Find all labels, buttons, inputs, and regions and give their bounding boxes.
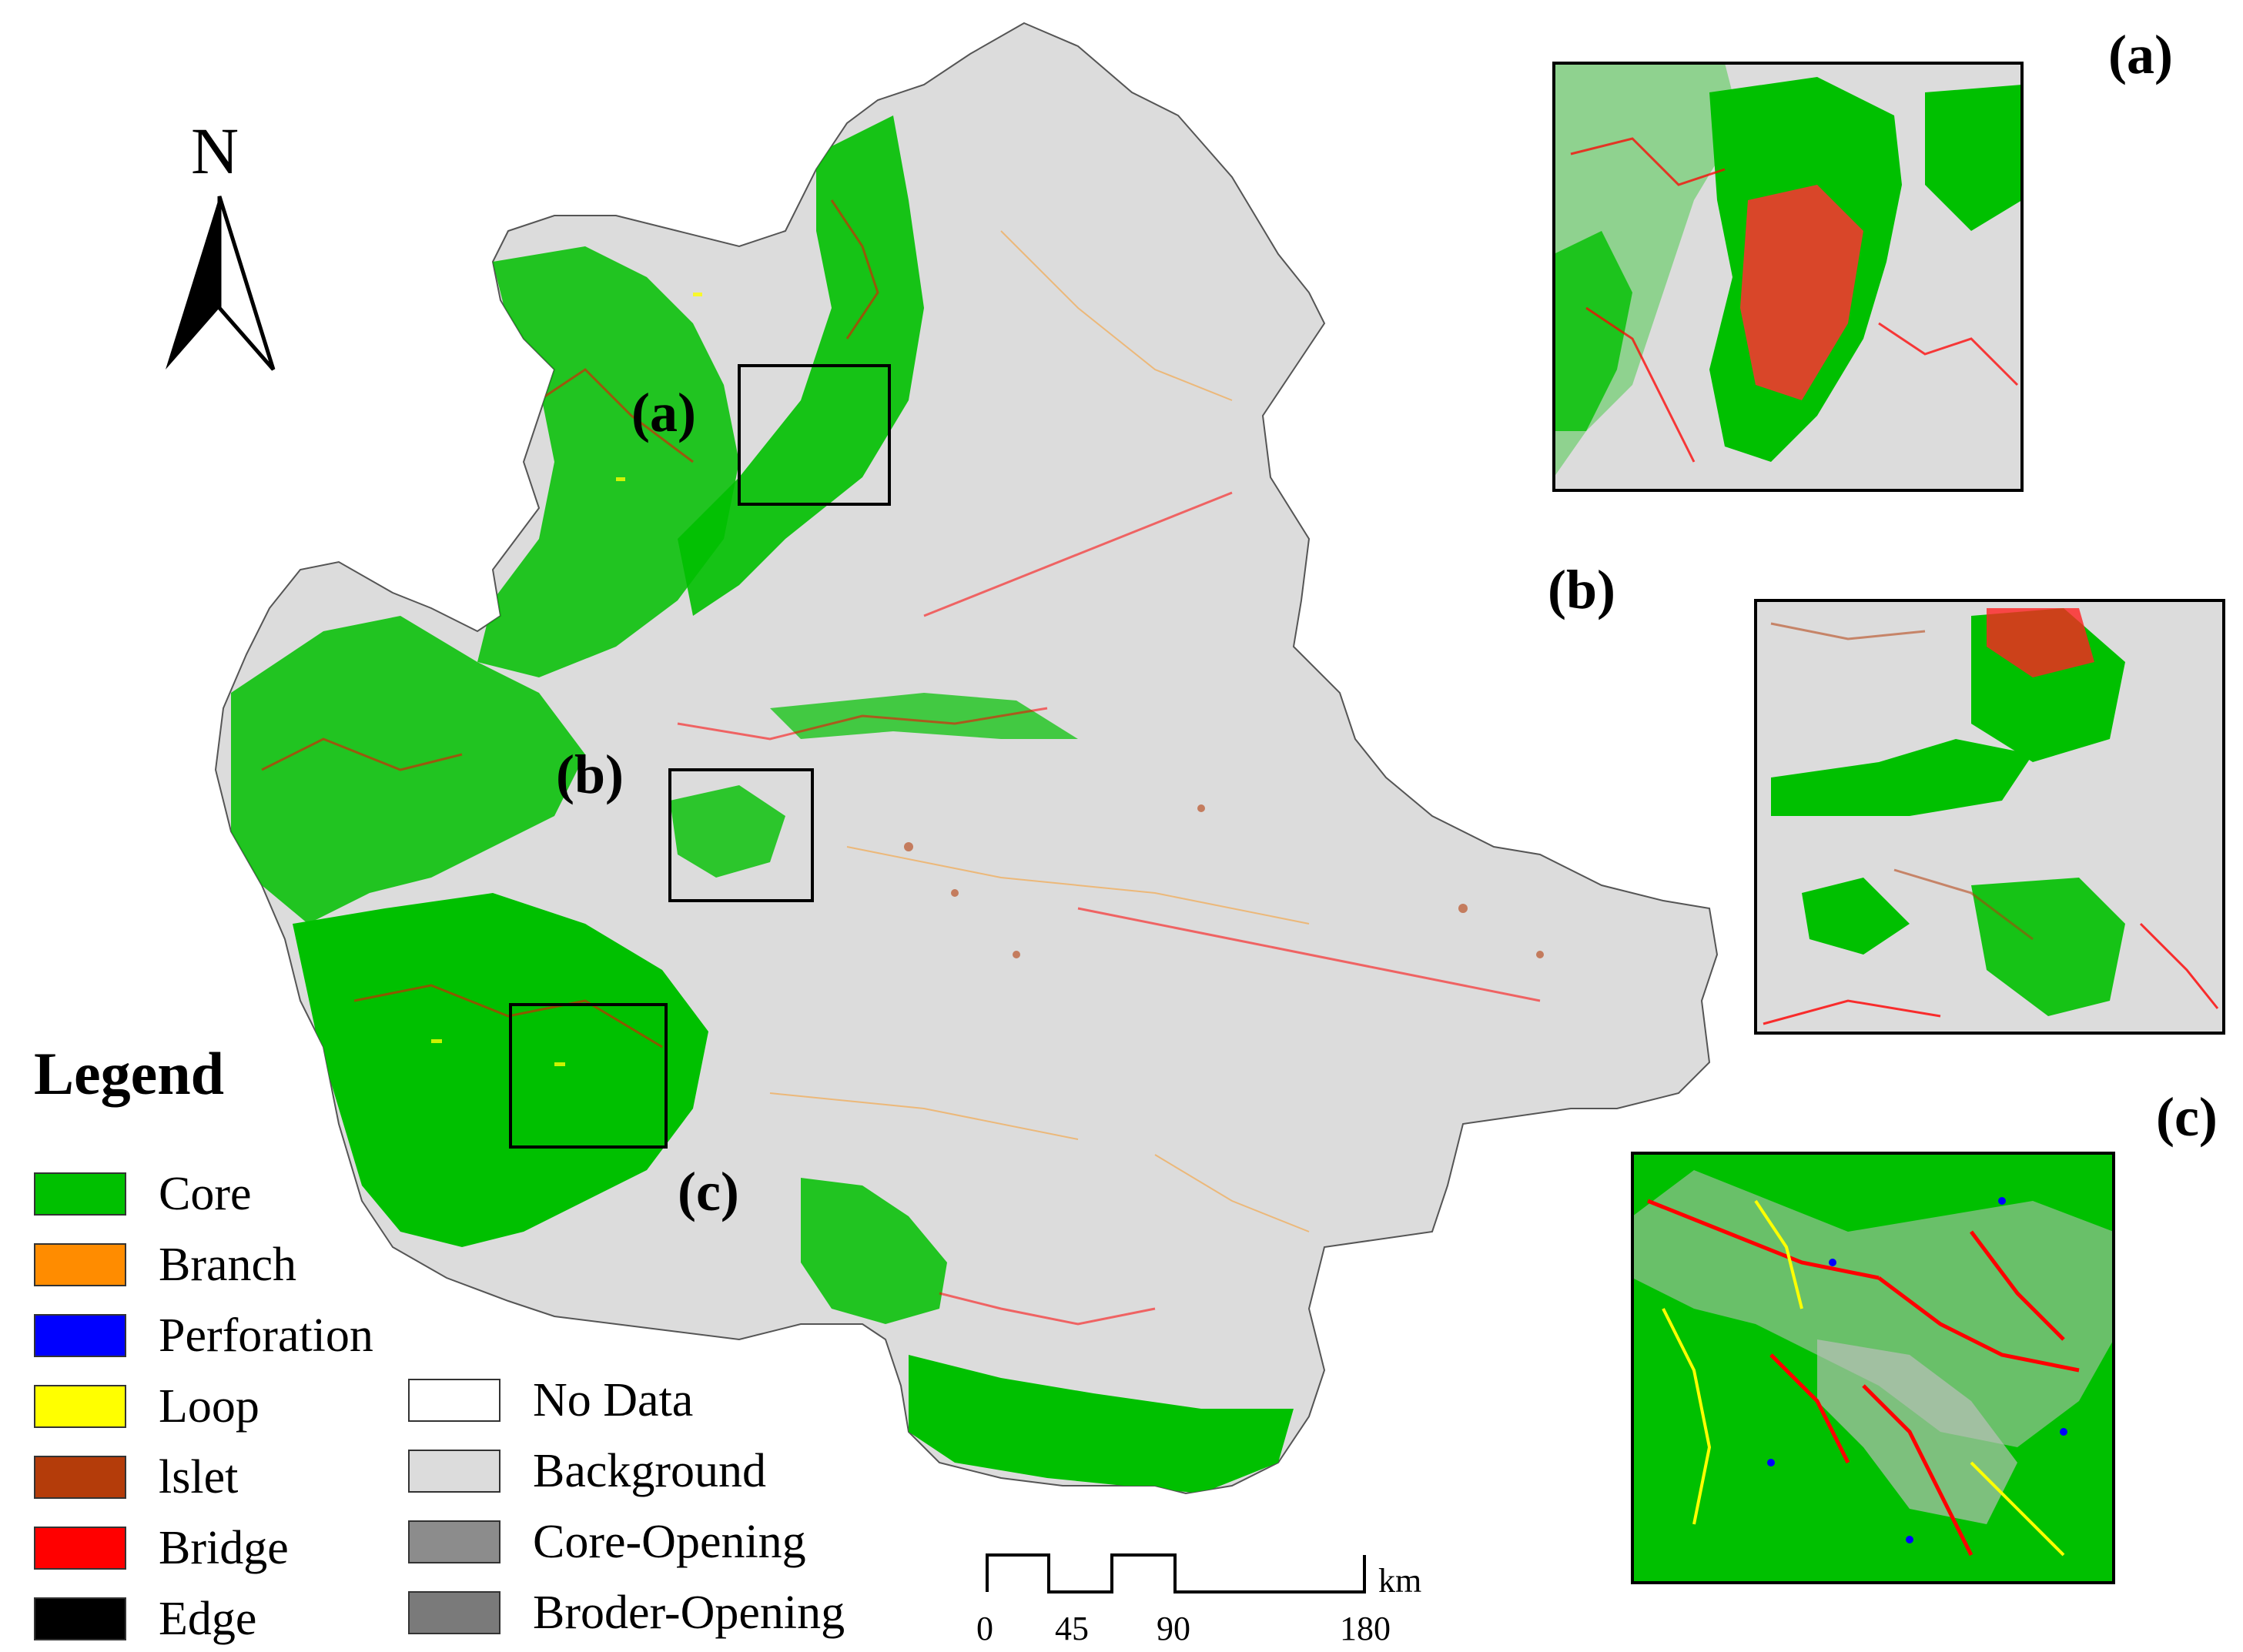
legend-swatch [34,1243,126,1286]
north-label: N [191,114,239,188]
legend-item-loop: Loop [34,1380,259,1433]
legend-item-no-data: No Data [408,1374,693,1426]
legend-title: Legend [34,1040,225,1107]
legend-label: Edge [159,1592,257,1645]
legend-label: Perforation [159,1309,373,1362]
scale-tick-90: 90 [1157,1610,1190,1647]
inset-c [1631,1152,2115,1584]
legend-label: Core [159,1167,252,1220]
scale-unit: km [1378,1562,1422,1600]
map-label-a: (a) [631,382,696,443]
legend-label: lslet [159,1450,239,1503]
inset-label-b: (b) [1548,559,1615,620]
zoom-box-a [738,364,891,506]
legend-item-core-opening: Core-Opening [408,1516,806,1568]
legend-label: Branch [159,1238,297,1291]
legend-item-branch: Branch [34,1239,296,1291]
legend-item-perforation: Perforation [34,1309,373,1362]
north-arrow: N [166,114,276,371]
scale-tick-45: 45 [1055,1610,1089,1647]
legend-swatch [408,1379,500,1422]
legend-item-lslet: lslet [34,1451,238,1503]
legend-swatch [408,1450,500,1493]
zoom-box-b [668,768,814,902]
legend-item-edge: Edge [34,1593,256,1645]
legend-swatch [34,1385,126,1428]
legend-item-bridge: Bridge [34,1522,289,1574]
scale-tick-180: 180 [1340,1610,1391,1647]
legend-swatch [34,1597,126,1640]
legend-item-broder-opening: Broder-Opening [408,1586,845,1639]
map-label-b: (b) [556,744,624,805]
zoom-box-c [509,1003,668,1149]
legend-swatch [34,1527,126,1570]
scale-tick-0: 0 [976,1610,993,1647]
inset-a [1552,62,2024,492]
legend-swatch [408,1520,500,1563]
inset-b [1754,599,2225,1035]
inset-label-a: (a) [2108,24,2173,85]
legend-label: Background [533,1444,767,1497]
legend-item-core: Core [34,1168,252,1220]
scale-bar [986,1553,1366,1593]
legend-swatch [408,1591,500,1634]
map-label-c: (c) [678,1161,739,1222]
legend-swatch [34,1456,126,1499]
study-region [214,22,1719,1495]
legend-label: No Data [533,1373,694,1426]
legend-label: Core-Opening [533,1515,806,1568]
legend-swatch [34,1172,126,1216]
legend-item-background: Background [408,1445,766,1497]
legend-swatch [34,1314,126,1357]
legend-label: Loop [159,1379,259,1433]
north-arrow-icon [166,196,219,370]
legend-label: Broder-Opening [533,1586,845,1639]
legend-label: Bridge [159,1521,289,1574]
inset-label-c: (c) [2156,1086,2218,1148]
